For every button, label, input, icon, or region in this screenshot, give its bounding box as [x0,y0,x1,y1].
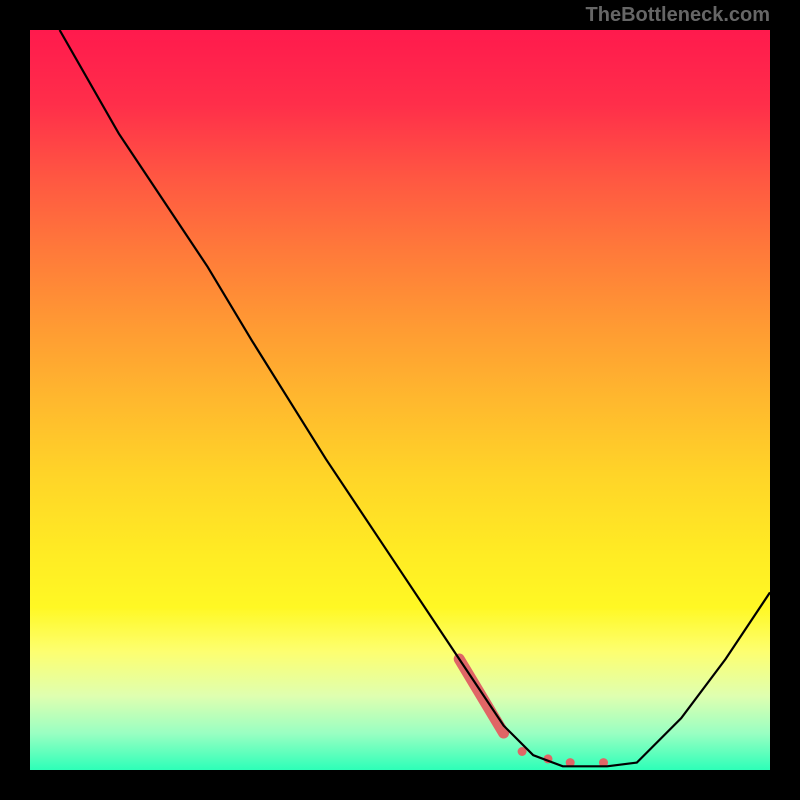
plot-area [30,30,770,770]
bottleneck-curve [60,30,770,766]
watermark-text: TheBottleneck.com [586,4,770,27]
highlight-layer [459,659,608,767]
chart-overlay [30,30,770,770]
